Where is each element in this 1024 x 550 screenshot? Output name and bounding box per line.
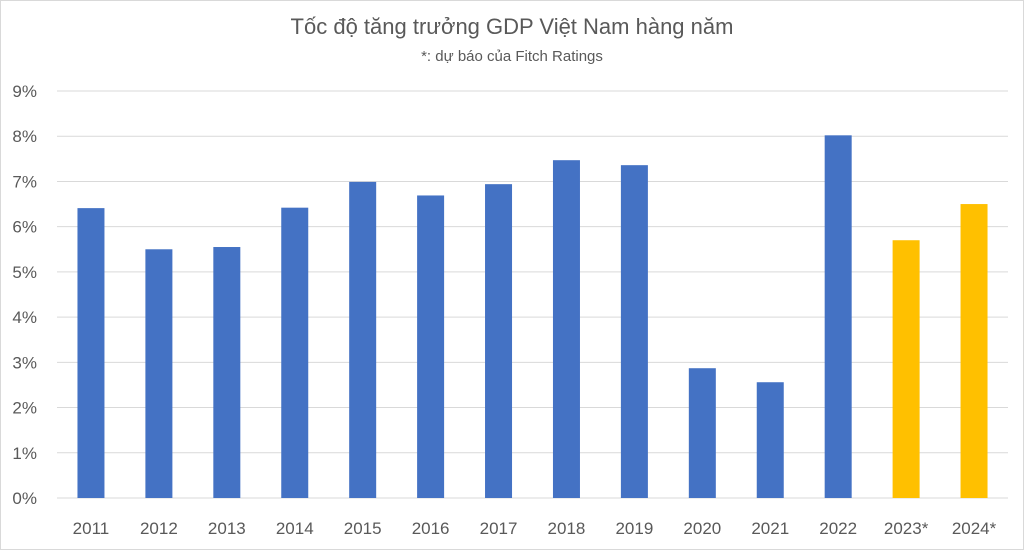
x-tick-label: 2015	[344, 519, 382, 538]
x-tick-label: 2017	[480, 519, 518, 538]
chart-subtitle: *: dự báo của Fitch Ratings	[421, 48, 603, 65]
bar-2020	[688, 368, 716, 498]
y-tick-label: 3%	[12, 353, 37, 372]
bar-2014	[281, 207, 309, 498]
x-tick-label: 2011	[73, 519, 110, 538]
x-tick-label: 2012	[140, 519, 178, 538]
bar-2016	[417, 195, 445, 499]
y-tick-label: 0%	[12, 489, 37, 508]
bar-2021	[756, 382, 784, 498]
y-tick-label: 1%	[12, 444, 37, 463]
y-tick-label: 5%	[12, 263, 37, 282]
y-tick-label: 7%	[12, 172, 37, 191]
bar-2022	[824, 135, 852, 498]
y-tick-label: 2%	[12, 399, 37, 418]
x-tick-label: 2021	[751, 519, 789, 538]
x-tick-label: 2019	[615, 519, 653, 538]
chart-title: Tốc độ tăng trưởng GDP Việt Nam hàng năm	[290, 14, 734, 39]
bar-2019	[620, 165, 648, 499]
x-tick-label: 2022	[819, 519, 857, 538]
bar-2018	[552, 160, 580, 498]
bar-2024-forecast	[960, 204, 988, 499]
y-tick-label: 6%	[12, 218, 37, 237]
x-tick-label: 2014	[276, 519, 314, 538]
bar-2013	[213, 247, 241, 498]
x-tick-label: 2024*	[952, 519, 997, 538]
bar-2012	[145, 249, 173, 498]
x-tick-label: 2016	[412, 519, 450, 538]
y-tick-label: 9%	[12, 82, 37, 101]
bar-2017	[485, 184, 513, 498]
bar-2023-forecast	[892, 240, 920, 498]
x-tick-label: 2023*	[884, 519, 929, 538]
y-tick-label: 4%	[12, 308, 37, 327]
bar-2015	[349, 181, 377, 498]
x-tick-label: 2020	[683, 519, 721, 538]
x-tick-label: 2018	[548, 519, 586, 538]
x-tick-label: 2013	[208, 519, 246, 538]
y-tick-label: 8%	[12, 127, 37, 146]
bar-2011	[77, 208, 105, 498]
